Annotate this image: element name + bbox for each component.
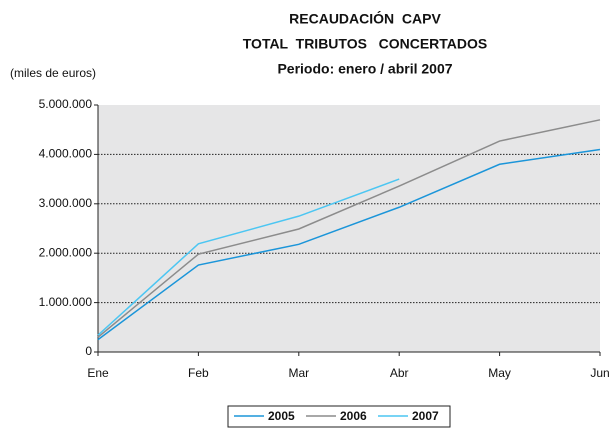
series-line (97, 178, 400, 336)
y-tick-label: 1.000.000 (39, 295, 93, 309)
y-tick-label: 2.000.000 (39, 245, 93, 259)
y-tick-label: 4.000.000 (39, 147, 93, 161)
series-line (97, 119, 601, 338)
x-tick-label: Feb (188, 366, 209, 380)
legend-label: 2007 (412, 409, 439, 423)
x-tick-label: May (488, 366, 511, 380)
legend-label: 2006 (340, 409, 367, 423)
chart-title: RECAUDACIÓN CAPV (289, 10, 441, 27)
x-tick-label: Ene (87, 366, 109, 380)
x-tick-label: Abr (390, 366, 409, 380)
y-tick-label: 0 (85, 344, 92, 358)
legend-label: 2005 (268, 409, 295, 423)
y-axis-label: (miles de euros) (10, 66, 96, 80)
x-tick-label: Jun (590, 366, 609, 380)
chart-subtitle: Periodo: enero / abril 2007 (277, 61, 452, 77)
y-tick-label: 3.000.000 (39, 196, 93, 210)
x-tick-label: Mar (288, 366, 309, 380)
series-line (97, 148, 601, 341)
chart-title: TOTAL TRIBUTOS CONCERTADOS (243, 36, 488, 52)
y-tick-label: 5.000.000 (39, 97, 93, 111)
plot-area (98, 105, 600, 352)
legend (227, 405, 451, 428)
